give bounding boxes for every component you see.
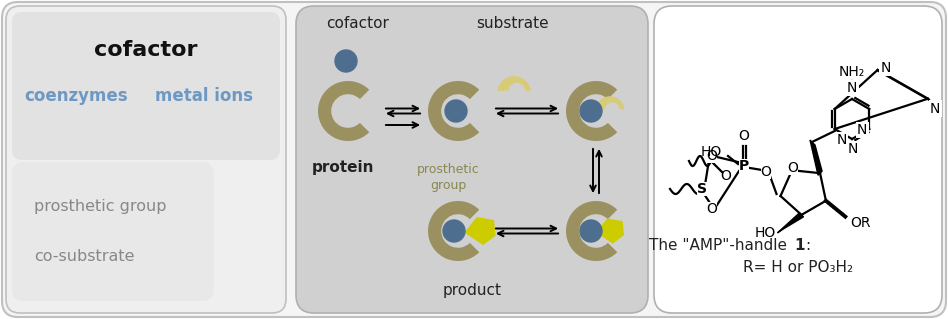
Text: HO: HO (701, 145, 722, 159)
Polygon shape (777, 213, 804, 233)
Text: prosthetic group: prosthetic group (34, 199, 167, 214)
Text: substrate: substrate (477, 17, 549, 32)
Polygon shape (810, 140, 822, 175)
FancyBboxPatch shape (12, 12, 280, 160)
Text: O: O (720, 169, 732, 183)
Text: HO: HO (755, 226, 775, 240)
FancyBboxPatch shape (654, 6, 942, 313)
Text: O: O (738, 129, 750, 143)
Wedge shape (428, 81, 479, 141)
Wedge shape (428, 201, 479, 261)
Text: O: O (706, 149, 718, 163)
Circle shape (580, 100, 602, 122)
Text: NH₂: NH₂ (839, 65, 866, 79)
Polygon shape (596, 97, 624, 109)
Wedge shape (318, 81, 369, 141)
Text: N: N (837, 133, 848, 147)
Text: 1: 1 (794, 238, 805, 253)
FancyBboxPatch shape (6, 6, 286, 313)
Wedge shape (566, 201, 617, 261)
Text: N: N (848, 142, 858, 156)
Text: P: P (738, 159, 749, 173)
Text: O: O (706, 202, 718, 216)
Text: product: product (443, 284, 501, 299)
Text: O: O (788, 161, 798, 175)
Text: N: N (881, 61, 891, 75)
Text: co-substrate: co-substrate (34, 249, 135, 264)
Text: metal ions: metal ions (155, 87, 253, 105)
Wedge shape (566, 81, 617, 141)
Text: prosthetic
group: prosthetic group (416, 163, 480, 192)
Text: protein: protein (312, 160, 374, 175)
Text: R= H or PO₃H₂: R= H or PO₃H₂ (743, 261, 853, 276)
Text: S: S (697, 182, 707, 196)
Circle shape (443, 220, 465, 242)
Circle shape (445, 100, 467, 122)
Circle shape (335, 50, 357, 72)
Text: O: O (760, 165, 772, 179)
Polygon shape (498, 77, 530, 91)
Text: :: : (805, 238, 811, 253)
Text: OR: OR (850, 216, 870, 230)
Text: N: N (847, 81, 857, 95)
FancyBboxPatch shape (296, 6, 648, 313)
Polygon shape (465, 217, 496, 245)
Text: cofactor: cofactor (326, 17, 390, 32)
FancyBboxPatch shape (12, 162, 213, 301)
Text: The "AMP"-handle: The "AMP"-handle (649, 238, 793, 253)
Text: cofactor: cofactor (94, 40, 198, 60)
Text: N: N (857, 123, 867, 137)
Circle shape (580, 220, 602, 242)
Polygon shape (596, 219, 624, 244)
Text: coenzymes: coenzymes (25, 87, 128, 105)
Text: N: N (930, 102, 940, 116)
